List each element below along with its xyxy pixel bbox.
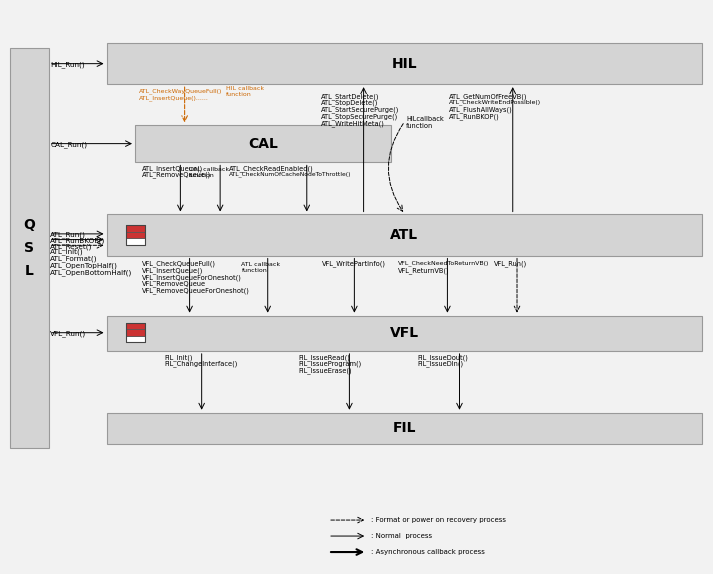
Text: ATL: ATL bbox=[390, 228, 418, 242]
Text: ATL_CheckReadEnabled(): ATL_CheckReadEnabled() bbox=[229, 165, 314, 172]
Text: ATL_StopDelete(): ATL_StopDelete() bbox=[321, 100, 379, 106]
Text: ATL_StartDelete(): ATL_StartDelete() bbox=[321, 93, 379, 99]
Text: Q
S
L: Q S L bbox=[24, 218, 36, 278]
Text: CAL: CAL bbox=[248, 137, 277, 151]
Text: FIL_ChangeInterface(): FIL_ChangeInterface() bbox=[165, 360, 238, 367]
Text: ATL_StopSecurePurge(): ATL_StopSecurePurge() bbox=[321, 113, 399, 120]
Bar bbox=[106, 215, 702, 255]
Text: VFL_Run(): VFL_Run() bbox=[51, 331, 86, 337]
Text: ATL_GetNumOfFreeVB(): ATL_GetNumOfFreeVB() bbox=[448, 93, 528, 99]
Text: ATL_Init(): ATL_Init() bbox=[51, 249, 84, 255]
Bar bbox=[106, 316, 702, 351]
Text: VFL_RemoveQueueForOneshot(): VFL_RemoveQueueForOneshot() bbox=[142, 288, 250, 294]
Text: ATL_OpenTopHalf(): ATL_OpenTopHalf() bbox=[51, 262, 118, 269]
Bar bbox=[126, 336, 145, 343]
Text: ATL_CheckNumOfCacheNodeToThrottle(): ATL_CheckNumOfCacheNodeToThrottle() bbox=[229, 172, 352, 177]
Bar bbox=[106, 413, 702, 444]
Text: VFL_Run(): VFL_Run() bbox=[494, 261, 528, 267]
Text: FIL_IssueProgram(): FIL_IssueProgram() bbox=[298, 360, 361, 367]
Text: HILcallback
function: HILcallback function bbox=[406, 115, 444, 129]
Bar bbox=[126, 238, 145, 245]
Text: ATL_OpenBottomHalf(): ATL_OpenBottomHalf() bbox=[51, 269, 133, 276]
Text: ATL_RunBKOP(): ATL_RunBKOP() bbox=[448, 113, 500, 120]
Bar bbox=[126, 226, 145, 245]
Text: CAL_Run(): CAL_Run() bbox=[51, 141, 88, 148]
Text: ATL_Run(): ATL_Run() bbox=[51, 231, 86, 238]
Text: ATL_FlushAllWays(): ATL_FlushAllWays() bbox=[448, 107, 513, 113]
Text: VFL: VFL bbox=[389, 326, 419, 340]
Text: VFL_InsertQueue(): VFL_InsertQueue() bbox=[142, 267, 203, 274]
Text: ATL_StartSecurePurge(): ATL_StartSecurePurge() bbox=[321, 107, 399, 113]
Text: ATL_CheckWayQueueFull(): ATL_CheckWayQueueFull() bbox=[139, 88, 222, 94]
Text: FIL_IssueDout(): FIL_IssueDout() bbox=[418, 354, 468, 360]
Bar bbox=[126, 323, 145, 329]
Text: : Asynchronous callback process: : Asynchronous callback process bbox=[371, 549, 485, 555]
Text: VFL_CheckNeedToReturnVB(): VFL_CheckNeedToReturnVB() bbox=[398, 261, 489, 266]
Text: VFL_ReturnVB(): VFL_ReturnVB() bbox=[398, 267, 449, 274]
Text: CAL callback
function: CAL callback function bbox=[189, 167, 229, 178]
Text: ATL_WriteHitMeta(): ATL_WriteHitMeta() bbox=[321, 120, 385, 127]
Text: ATL_RemoveQueue(): ATL_RemoveQueue() bbox=[142, 172, 211, 179]
Text: VFL_RemoveQueue: VFL_RemoveQueue bbox=[142, 281, 206, 288]
Bar bbox=[126, 232, 145, 238]
Text: FIL_IssueErase(): FIL_IssueErase() bbox=[298, 367, 352, 374]
Bar bbox=[135, 125, 391, 162]
Text: FIL_IssueDIn(): FIL_IssueDIn() bbox=[418, 360, 463, 367]
Text: FIL_Init(): FIL_Init() bbox=[165, 354, 193, 360]
Text: ATL_RunBKOP(): ATL_RunBKOP() bbox=[51, 237, 106, 244]
Text: HIL_Run(): HIL_Run() bbox=[51, 61, 85, 68]
Text: ATL_InsertQueue()......: ATL_InsertQueue()...... bbox=[139, 95, 209, 101]
Bar bbox=[106, 43, 702, 84]
Text: HIL: HIL bbox=[391, 57, 417, 71]
Text: FIL: FIL bbox=[392, 421, 416, 435]
Text: VFL_InsertQueueForOneshot(): VFL_InsertQueueForOneshot() bbox=[142, 274, 242, 281]
Text: ATL_Reset(): ATL_Reset() bbox=[51, 243, 93, 250]
Bar bbox=[126, 329, 145, 336]
Bar bbox=[10, 48, 49, 448]
Text: ATL_InsertQueue(): ATL_InsertQueue() bbox=[142, 165, 203, 172]
Text: ATL_CheckWriteEndPossible(): ATL_CheckWriteEndPossible() bbox=[448, 100, 541, 105]
Text: ATL_Format(): ATL_Format() bbox=[51, 255, 98, 262]
Text: : Format or power on recovery process: : Format or power on recovery process bbox=[371, 517, 506, 523]
Text: VFL_WritePartInfo(): VFL_WritePartInfo() bbox=[322, 261, 386, 267]
Text: VFL_CheckQueueFull(): VFL_CheckQueueFull() bbox=[142, 260, 216, 267]
Bar bbox=[126, 323, 145, 343]
Text: FIL_IssueRead(): FIL_IssueRead() bbox=[298, 354, 350, 360]
Text: HIL callback
function: HIL callback function bbox=[226, 86, 264, 97]
Text: : Normal  process: : Normal process bbox=[371, 533, 432, 539]
Text: ATL callback
function: ATL callback function bbox=[242, 262, 281, 273]
Bar bbox=[126, 226, 145, 232]
